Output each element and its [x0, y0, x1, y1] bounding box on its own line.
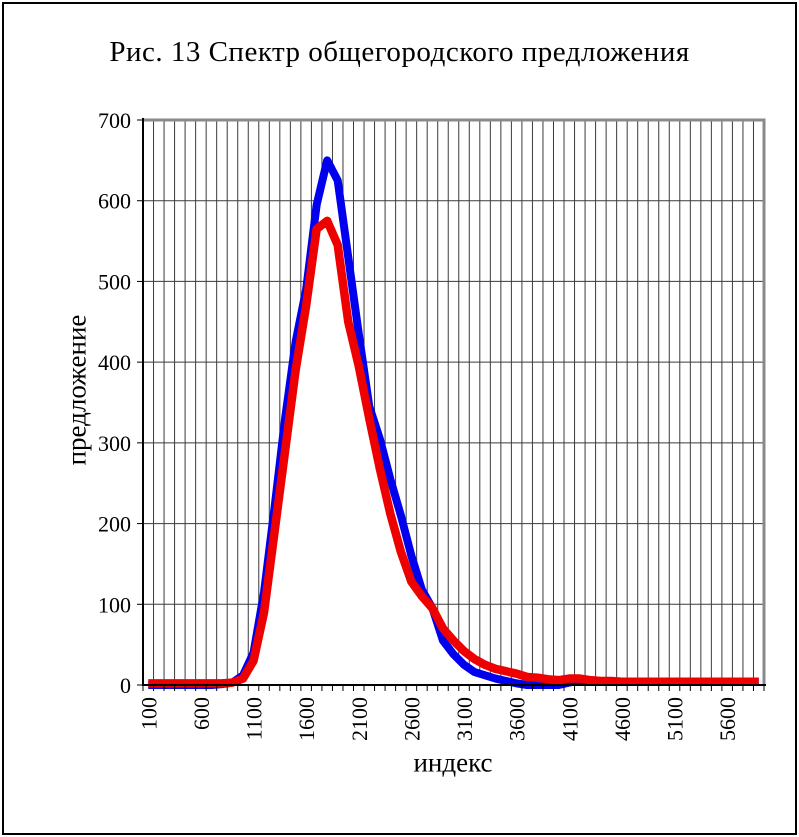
- x-tick-label: 5100: [663, 697, 688, 741]
- y-tick-label: 700: [98, 108, 131, 133]
- series-red-line: [148, 216, 759, 688]
- y-tick-label: 400: [98, 350, 131, 375]
- chart-title: Рис. 13 Спектр общегородского предложени…: [109, 36, 690, 68]
- y-tick-label: 300: [98, 431, 131, 456]
- x-tick-label: 1600: [294, 697, 319, 741]
- x-tick-label: 3100: [452, 697, 477, 741]
- x-tick-label: 100: [136, 697, 161, 730]
- x-axis-title: индекс: [413, 747, 493, 778]
- x-tick-label: 3600: [505, 697, 530, 741]
- x-tick-label: 2100: [347, 697, 372, 741]
- x-tick-label: 5600: [715, 697, 740, 741]
- series-blue-line: [148, 156, 759, 689]
- x-tick-label: 2600: [399, 697, 424, 741]
- y-tick-label: 200: [98, 512, 131, 537]
- x-tick-label: 1100: [242, 697, 267, 740]
- x-tick-label: 600: [189, 697, 214, 730]
- y-tick-label: 600: [98, 189, 131, 214]
- x-tick-label: 4600: [610, 697, 635, 741]
- y-tick-label: 100: [98, 592, 131, 617]
- series-blue-area: [148, 160, 759, 685]
- y-tick-label: 0: [120, 673, 131, 698]
- x-tick-label: 4100: [557, 697, 582, 741]
- y-tick-label: 500: [98, 269, 131, 294]
